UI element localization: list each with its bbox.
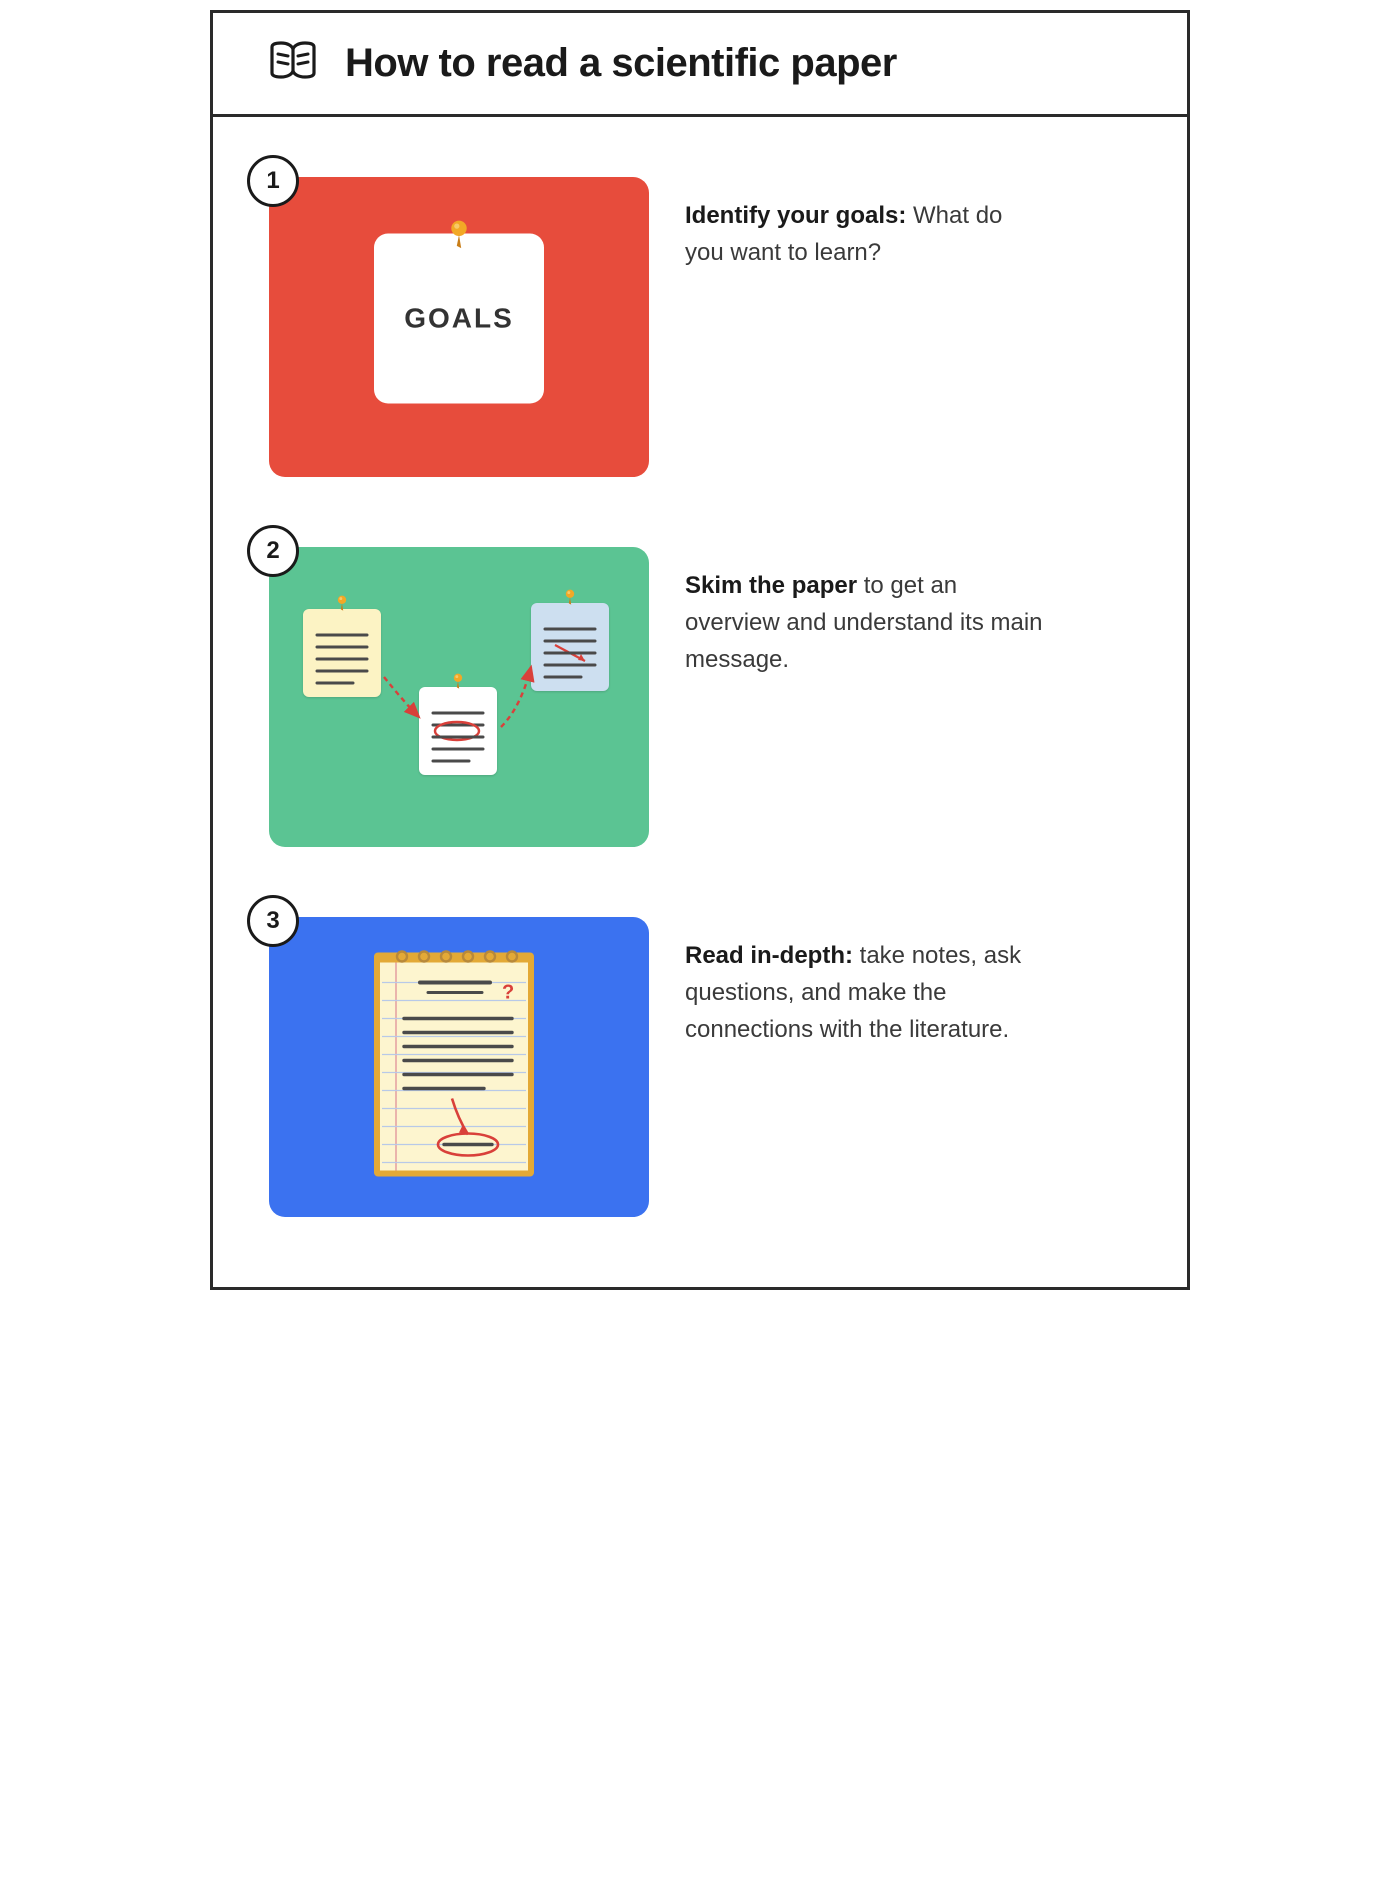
step-1-caption: Identify your goals: What do you want to… [685,177,1045,271]
step-number-badge: 2 [247,525,299,577]
steps-container: 1 GOALS Identify your goals: What do you… [213,117,1187,1287]
goals-label: GOALS [404,303,514,335]
svg-text:?: ? [502,982,514,1004]
sticky-note [531,603,609,691]
step-3-panel: ? [269,917,649,1217]
caption-bold: Identify your goals: [685,202,906,229]
step-2-caption: Skim the paper to get an overview and un… [685,547,1045,679]
goals-note: GOALS [374,234,544,404]
book-icon [269,41,317,86]
sticky-note [419,687,497,775]
caption-bold: Skim the paper [685,572,857,599]
step-1: 1 GOALS Identify your goals: What do you… [269,177,1131,477]
step-3: 3 ? Read in-depth: take notes, ask quest… [269,917,1131,1217]
header: How to read a scientific paper [213,13,1187,117]
notepad: ? [374,949,544,1186]
infographic-frame: How to read a scientific paper 1 GOALS I… [210,10,1190,1290]
step-2: 2 [269,547,1131,847]
caption-bold: Read in-depth: [685,942,853,969]
step-3-caption: Read in-depth: take notes, ask questions… [685,917,1045,1049]
step-2-panel [269,547,649,847]
step-number-badge: 3 [247,895,299,947]
sticky-note [303,609,381,697]
step-1-panel: GOALS [269,177,649,477]
step-number-badge: 1 [247,155,299,207]
page-title: How to read a scientific paper [345,41,897,86]
